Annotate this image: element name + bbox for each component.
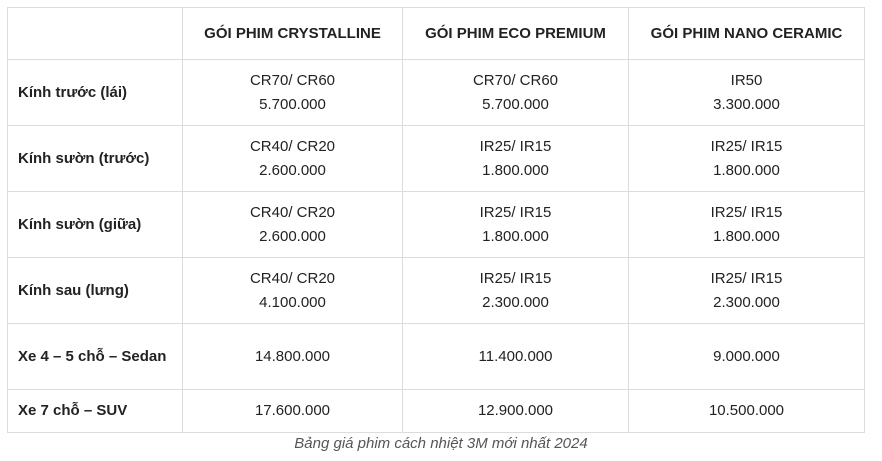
table-cell: IR25/ IR15 2.300.000 bbox=[628, 257, 865, 324]
cell-line: 12.900.000 bbox=[477, 402, 554, 419]
cell-line: 9.000.000 bbox=[713, 347, 780, 365]
table-cell: CR70/ CR60 5.700.000 bbox=[402, 59, 629, 126]
header-cell: GÓI PHIM NANO CERAMIC bbox=[628, 7, 865, 60]
cell-line: IR25/ IR15 bbox=[479, 137, 552, 155]
table-cell: 10.500.000 bbox=[628, 389, 865, 433]
table-cell: IR25/ IR15 1.800.000 bbox=[628, 125, 865, 192]
cell-line: 14.800.000 bbox=[254, 347, 331, 365]
cell-line: 5.700.000 bbox=[482, 95, 549, 113]
cell-line: 1.800.000 bbox=[482, 161, 549, 179]
table-cell: CR40/ CR20 2.600.000 bbox=[182, 191, 403, 258]
header-cell: GÓI PHIM ECO PREMIUM bbox=[402, 7, 629, 60]
row-label: Xe 7 chỗ – SUV bbox=[7, 389, 183, 433]
cell-line: 1.800.000 bbox=[713, 227, 780, 245]
corner-cell bbox=[7, 7, 183, 60]
table-cell: IR25/ IR15 1.800.000 bbox=[402, 191, 629, 258]
cell-line: 2.300.000 bbox=[713, 293, 780, 311]
cell-line: IR50 bbox=[730, 71, 763, 89]
table-cell: IR25/ IR15 1.800.000 bbox=[628, 191, 865, 258]
row-label: Kính sườn (giữa) bbox=[7, 191, 183, 258]
cell-line: IR25/ IR15 bbox=[710, 137, 783, 155]
table-row: Kính sườn (giữa) CR40/ CR20 2.600.000 IR25/… bbox=[7, 191, 865, 258]
table-cell: 17.600.000 bbox=[182, 389, 403, 433]
table-row: Xe 7 chỗ – SUV 17.600.000 12.900.000 10.500… bbox=[7, 389, 865, 433]
cell-line: CR70/ CR60 bbox=[472, 71, 559, 89]
cell-line: CR40/ CR20 bbox=[249, 269, 336, 287]
table-cell: 14.800.000 bbox=[182, 323, 403, 390]
table-cell: 9.000.000 bbox=[628, 323, 865, 390]
cell-line: 1.800.000 bbox=[482, 227, 549, 245]
cell-line: 17.600.000 bbox=[254, 402, 331, 419]
cell-line: 4.100.000 bbox=[259, 293, 326, 311]
row-label: Kính sườn (trước) bbox=[7, 125, 183, 192]
cell-line: CR40/ CR20 bbox=[249, 203, 336, 221]
cell-line: IR25/ IR15 bbox=[479, 203, 552, 221]
header-row: GÓI PHIM CRYSTALLINE GÓI PHIM ECO PREMIU… bbox=[7, 7, 865, 60]
table-row: Kính sau (lưng) CR40/ CR20 4.100.000 IR25/ … bbox=[7, 257, 865, 324]
row-label: Kính sau (lưng) bbox=[7, 257, 183, 324]
header-cell: GÓI PHIM CRYSTALLINE bbox=[182, 7, 403, 60]
row-label: Kính trước (lái) bbox=[7, 59, 183, 126]
table-cell: IR25/ IR15 1.800.000 bbox=[402, 125, 629, 192]
table-row: Xe 4 – 5 chỗ – Sedan 14.800.000 11.400.000… bbox=[7, 323, 865, 390]
table-cell: 11.400.000 bbox=[402, 323, 629, 390]
cell-line: 1.800.000 bbox=[713, 161, 780, 179]
cell-line: 5.700.000 bbox=[259, 95, 326, 113]
row-label: Xe 4 – 5 chỗ – Sedan bbox=[7, 323, 183, 390]
cell-line: 2.300.000 bbox=[482, 293, 549, 311]
price-table: GÓI PHIM CRYSTALLINE GÓI PHIM ECO PREMIU… bbox=[7, 7, 865, 433]
table-body: Kính trước (lái) CR70/ CR60 5.700.000 CR70/… bbox=[7, 59, 865, 433]
table-cell: 12.900.000 bbox=[402, 389, 629, 433]
caption: Bảng giá phim cách nhiệt 3M mới nhất 202… bbox=[294, 435, 588, 452]
table-row: Kính sườn (trước) CR40/ CR20 2.600.000 IR25… bbox=[7, 125, 865, 192]
cell-line: 3.300.000 bbox=[713, 95, 780, 113]
cell-line: 10.500.000 bbox=[708, 402, 785, 419]
cell-line: IR25/ IR15 bbox=[710, 269, 783, 287]
table-row: Kính trước (lái) CR70/ CR60 5.700.000 CR70/… bbox=[7, 59, 865, 126]
cell-line: CR40/ CR20 bbox=[249, 137, 336, 155]
cell-line: CR70/ CR60 bbox=[249, 71, 336, 89]
cell-line: IR25/ IR15 bbox=[479, 269, 552, 287]
table-cell: IR50 3.300.000 bbox=[628, 59, 865, 126]
cell-line: 11.400.000 bbox=[478, 347, 553, 365]
cell-line: 2.600.000 bbox=[259, 161, 326, 179]
cell-line: IR25/ IR15 bbox=[710, 203, 783, 221]
table-cell: CR70/ CR60 5.700.000 bbox=[182, 59, 403, 126]
table-cell: CR40/ CR20 2.600.000 bbox=[182, 125, 403, 192]
table-cell: CR40/ CR20 4.100.000 bbox=[182, 257, 403, 324]
table-cell: IR25/ IR15 2.300.000 bbox=[402, 257, 629, 324]
cell-line: 2.600.000 bbox=[259, 227, 326, 245]
